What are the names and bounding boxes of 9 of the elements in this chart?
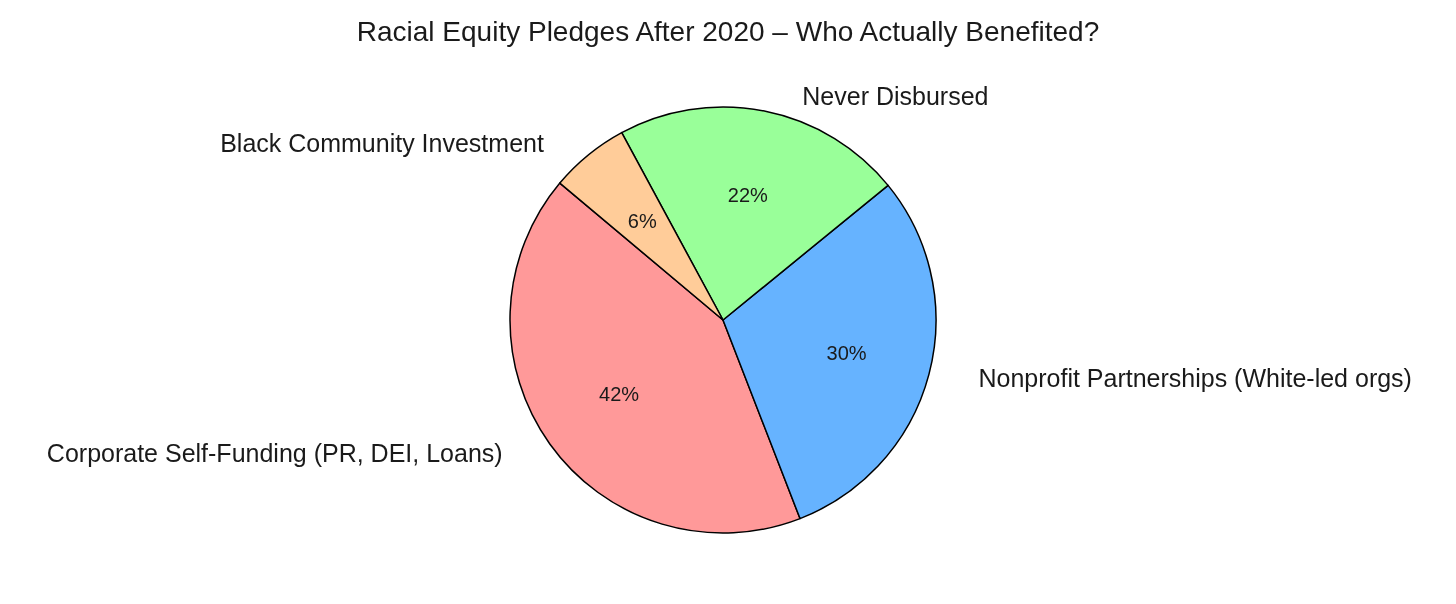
data-label: 22% [727, 183, 769, 206]
data-label: 6% [627, 209, 657, 232]
data-label: 30% [826, 341, 867, 364]
slice-label: Never Disbursed [802, 82, 989, 111]
slice-label: Nonprofit Partnerships (White-led orgs) [978, 364, 1412, 393]
chart-title: Racial Equity Pledges After 2020 – Who Actually Benefited? [356, 15, 1100, 47]
slice-label: Corporate Self-Funding (PR, DEI, Loans) [46, 438, 503, 467]
slice-label: Black Community Investment [220, 129, 544, 158]
data-label: 42% [599, 383, 640, 406]
